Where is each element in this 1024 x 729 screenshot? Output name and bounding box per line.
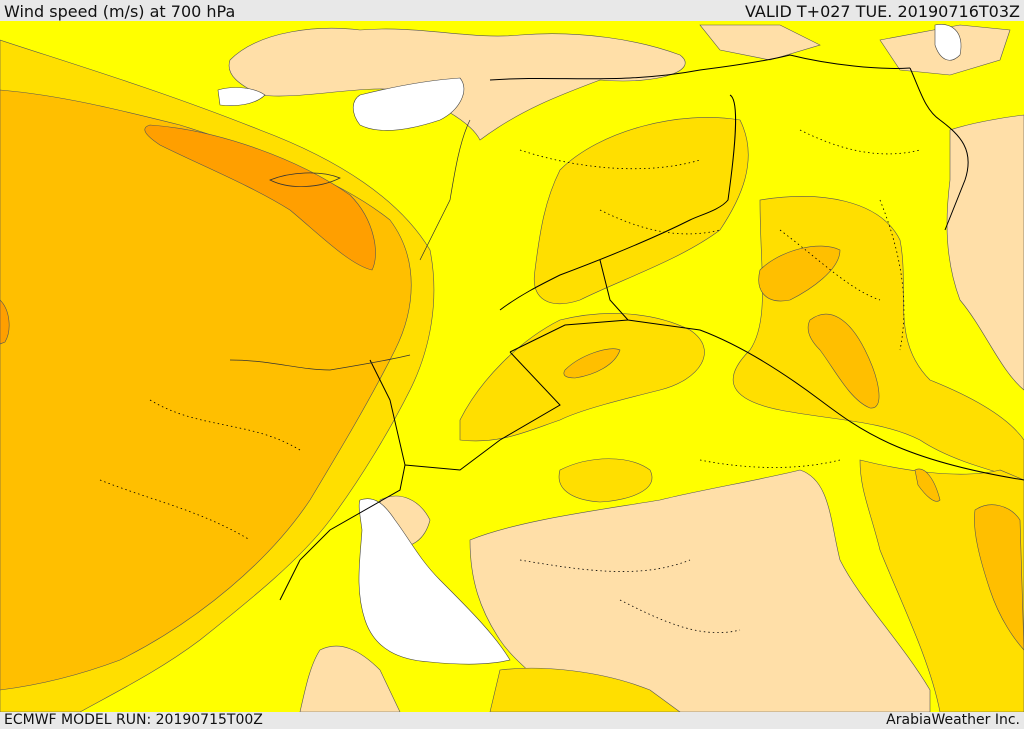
fresh-small — [914, 468, 941, 502]
wind-speed-map — [0, 21, 1024, 712]
fresh-iraq-2 — [807, 313, 880, 409]
caspian-edge — [934, 24, 962, 61]
calm-east — [946, 114, 1024, 391]
border-turkey-south — [489, 54, 911, 81]
moderate-south — [489, 667, 681, 712]
border-egypt — [279, 359, 406, 601]
admin-boundaries — [99, 129, 921, 634]
border-iraq-saudi — [599, 259, 1024, 481]
fresh-regions — [0, 89, 1024, 691]
border-jordan — [404, 319, 629, 471]
model-run: ECMWF MODEL RUN: 20190715T00Z — [4, 712, 263, 728]
sea-west — [217, 87, 266, 106]
map-footer: ECMWF MODEL RUN: 20190715T00Z ArabiaWeat… — [0, 712, 1024, 729]
red-sea — [358, 498, 511, 665]
map-svg — [0, 21, 1024, 712]
coastlines — [229, 119, 471, 371]
fresh-gulf — [974, 504, 1024, 651]
border-iran — [909, 67, 969, 231]
strong-core — [144, 124, 376, 271]
valid-time: VALID T+027 TUE. 20190716T03Z — [744, 2, 1020, 21]
fresh-jordan — [563, 348, 621, 379]
border-syria-iraq — [499, 94, 737, 311]
calm-north — [699, 24, 821, 61]
calm-egypt — [299, 645, 401, 712]
map-header: Wind speed (m/s) at 700 hPa VALID T+027 … — [0, 0, 1024, 21]
sea-areas — [217, 24, 962, 665]
fresh-iraq-1 — [758, 245, 841, 302]
strong-edge — [0, 299, 10, 345]
country-borders — [279, 54, 1024, 601]
strong-regions — [0, 124, 376, 345]
moderate-syria — [533, 117, 749, 304]
credit: ArabiaWeather Inc. — [886, 712, 1020, 728]
calm-saudi — [469, 469, 931, 712]
fresh-mediterranean — [0, 89, 412, 691]
moderate-patch — [558, 458, 653, 503]
moderate-jordan — [459, 313, 705, 442]
map-title: Wind speed (m/s) at 700 hPa — [4, 2, 236, 21]
black-sea-inlet — [352, 77, 465, 131]
